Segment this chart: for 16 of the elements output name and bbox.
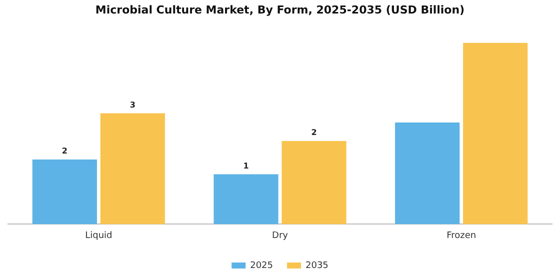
legend-label: 2035 [306,260,328,271]
bar [395,122,460,224]
bar [463,42,528,224]
bar [100,113,165,224]
data-label: 2 [311,128,317,138]
chart-title: Microbial Culture Market, By Form, 2025-2035 (USD Billion) [95,3,465,16]
bar [282,140,346,224]
x-tick-label: Dry [272,230,289,241]
bar [214,174,278,224]
bar [32,159,97,224]
x-tick-label: Frozen [446,230,476,241]
data-label: 1 [243,161,250,170]
data-label: 3 [130,100,136,110]
legend-label: 2025 [250,260,273,271]
x-tick-label: Liquid [85,230,112,241]
data-label: 2 [62,146,68,156]
